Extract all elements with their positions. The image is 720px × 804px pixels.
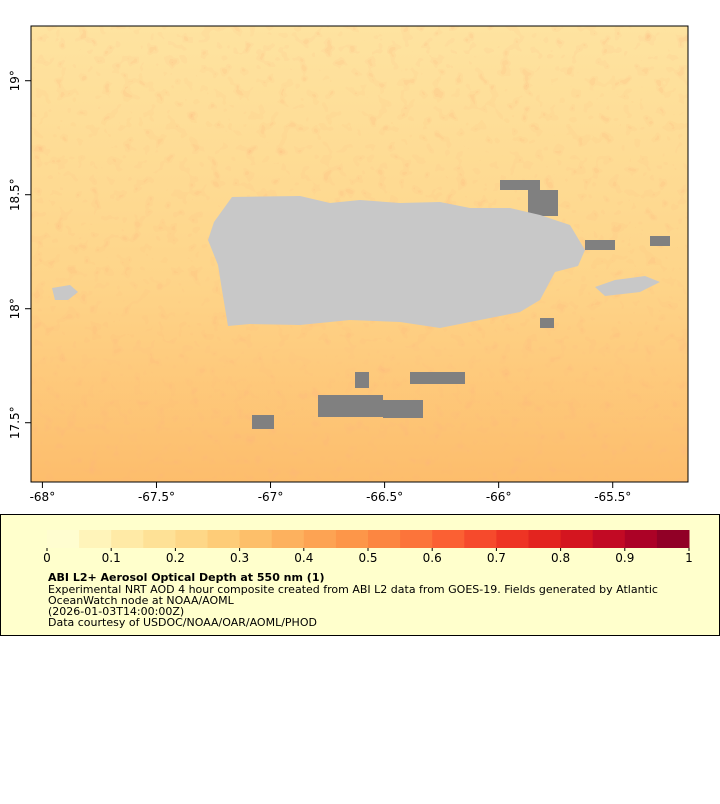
y-tick-label: 19° [8, 70, 22, 91]
colorbar-bin [592, 530, 626, 548]
colorbar-bin [656, 530, 690, 548]
colorbar-bin [175, 530, 208, 548]
x-tick-label: -65.5° [594, 490, 631, 504]
x-tick-label: -66° [486, 490, 512, 504]
colorbar-bin [239, 530, 273, 548]
title: ABI L2+ Aerosol Optical Depth at 550 nm … [48, 571, 325, 584]
colorbar-tick-label: 0.6 [423, 551, 442, 565]
colorbar-bin [271, 530, 305, 548]
colorbar-bin [368, 530, 401, 548]
colorbar-tick-label: 0.7 [487, 551, 506, 565]
colorbar-bin [624, 530, 658, 548]
colorbar-bin [400, 530, 433, 548]
map-field [31, 26, 688, 482]
x-tick-label: -67.5° [138, 490, 175, 504]
x-tick-label: -68° [30, 490, 56, 504]
y-tick-label: 17.5° [8, 406, 22, 439]
land [52, 196, 660, 328]
colorbar-tick-label: 0 [43, 551, 51, 565]
y-tick-label: 18° [8, 298, 22, 319]
colorbar-tick-label: 0.1 [102, 551, 121, 565]
colorbar-bin [432, 530, 465, 548]
y-tick-label: 18.5° [8, 178, 22, 211]
colorbar-bin [207, 530, 241, 548]
colorbar-tick-label: 0.3 [230, 551, 249, 565]
colorbar-tick-label: 0.2 [166, 551, 185, 565]
no-data [252, 180, 670, 429]
colorbar-tick-label: 0.4 [294, 551, 313, 565]
colorbar-bin [560, 530, 594, 548]
description: (2026-01-03T14:00:00Z) [48, 605, 184, 618]
colorbar-tick-label: 0.8 [551, 551, 570, 565]
colorbar-tick-label: 0.9 [615, 551, 634, 565]
x-tick-label: -66.5° [366, 490, 403, 504]
description: Experimental NRT AOD 4 hour composite cr… [48, 583, 658, 596]
colorbar-bin [303, 530, 337, 548]
colorbar-bin [47, 530, 80, 548]
colorbar-tick-label: 1 [685, 551, 693, 565]
x-tick-label: -67° [258, 490, 284, 504]
map-frame [30, 25, 689, 483]
colorbar-bin [111, 530, 144, 548]
description: OceanWatch node at NOAA/AOML [48, 594, 235, 607]
colorbar-bin [528, 530, 562, 548]
colorbar-tick-label: 0.5 [358, 551, 377, 565]
colorbar-bin [496, 530, 529, 548]
colorbar-bin [335, 530, 369, 548]
colorbar-bin [143, 530, 176, 548]
colorbar-bin [464, 530, 497, 548]
description: Data courtesy of USDOC/NOAA/OAR/AOML/PHO… [48, 616, 317, 629]
colorbar-bin [79, 530, 112, 548]
